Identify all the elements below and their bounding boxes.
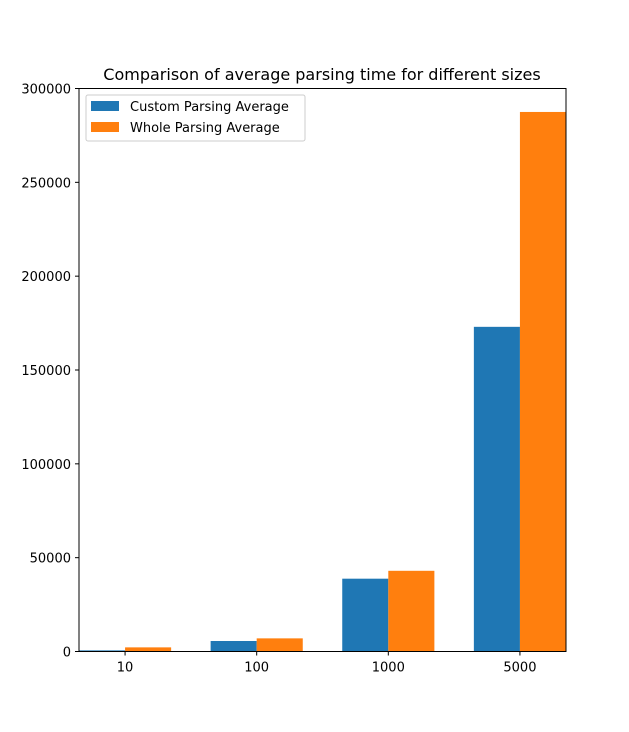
bar-custom-100 — [210, 640, 257, 652]
legend-swatch-custom — [91, 101, 119, 111]
bar-custom-10 — [79, 650, 126, 652]
y-tick-label: 150000 — [21, 364, 71, 379]
chart-title: Comparison of average parsing time for d… — [103, 65, 540, 84]
y-tick-label: 300000 — [21, 83, 71, 98]
bar-custom-5000 — [473, 326, 520, 652]
plot-frame — [78, 88, 567, 652]
y-tick-label: 250000 — [21, 176, 71, 191]
legend-frame — [85, 94, 306, 142]
bar-custom-1000 — [342, 578, 389, 652]
legend-label-custom: Custom Parsing Average — [130, 100, 289, 115]
x-tick-label: 5000 — [503, 661, 536, 676]
x-axis: 10 100 1000 5000 — [117, 651, 536, 676]
y-axis: 0 50000 100000 150000 200000 250000 300000 — [21, 83, 79, 661]
bar-whole-100 — [256, 638, 303, 652]
y-tick-label: 200000 — [21, 270, 71, 285]
x-tick-label: 100 — [244, 661, 269, 676]
bar-whole-1000 — [388, 570, 435, 652]
legend: Custom Parsing Average Whole Parsing Ave… — [85, 94, 306, 142]
x-tick-label: 1000 — [372, 661, 405, 676]
y-tick-label: 100000 — [21, 458, 71, 473]
x-tick-label: 10 — [117, 661, 134, 676]
legend-label-whole: Whole Parsing Average — [130, 121, 280, 136]
y-tick-label: 0 — [63, 646, 71, 661]
bar-whole-10 — [125, 647, 172, 652]
plot-area — [79, 111, 566, 652]
bar-whole-5000 — [519, 111, 566, 652]
legend-swatch-whole — [91, 122, 119, 132]
y-tick-label: 50000 — [30, 552, 71, 567]
